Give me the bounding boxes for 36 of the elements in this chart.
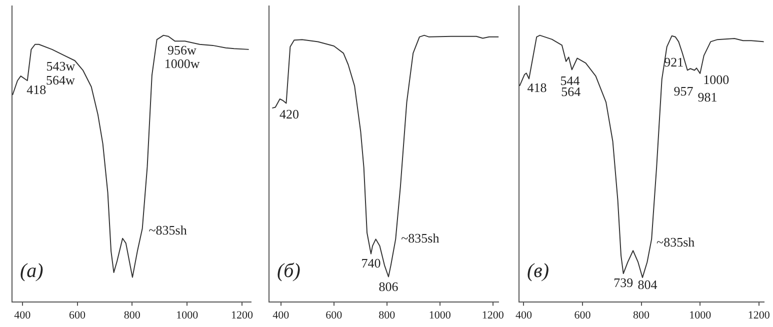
x-tick-label: 400 <box>272 309 290 322</box>
annotation: 804 <box>638 276 658 292</box>
x-tick-label: 1200 <box>482 309 504 322</box>
x-tick-label: 600 <box>574 309 592 322</box>
annotation: 1000w <box>164 56 200 72</box>
annotation: 957 <box>674 84 694 99</box>
x-tick-label: 800 <box>124 309 141 322</box>
x-tick-label: 800 <box>633 309 650 322</box>
annotation: 740 <box>361 255 381 270</box>
annotation: 418 <box>527 80 547 96</box>
x-tick-label: 400 <box>14 309 32 322</box>
x-tick-label: 1000 <box>689 309 712 322</box>
annotation: 543w <box>46 58 76 74</box>
annotation: 418 <box>26 82 46 98</box>
annotation: 956w <box>168 42 198 58</box>
annotation: ~835sh <box>656 234 696 250</box>
annotation: (а) <box>20 260 44 282</box>
annotation: 921 <box>664 54 684 70</box>
x-tick-label: 1000 <box>176 309 199 322</box>
x-tick-label: 600 <box>69 309 86 322</box>
annotation: (б) <box>277 260 301 282</box>
x-tick-label: 400 <box>515 309 532 322</box>
x-tick-label: 800 <box>378 309 396 322</box>
annotation: ~835sh <box>148 222 188 238</box>
annotation: 1000 <box>703 72 730 87</box>
annotation: 739 <box>614 274 634 290</box>
annotation: (в) <box>527 260 550 282</box>
x-tick-label: 1200 <box>748 309 770 322</box>
annotation: 981 <box>698 90 718 105</box>
annotation: 564w <box>46 72 76 88</box>
x-tick-label: 1000 <box>428 309 452 322</box>
annotation: ~835sh <box>401 230 440 246</box>
x-tick-label: 1200 <box>230 309 254 322</box>
x-tick-label: 600 <box>326 309 343 322</box>
annotation: 806 <box>378 279 399 294</box>
annotation: 420 <box>279 106 299 122</box>
